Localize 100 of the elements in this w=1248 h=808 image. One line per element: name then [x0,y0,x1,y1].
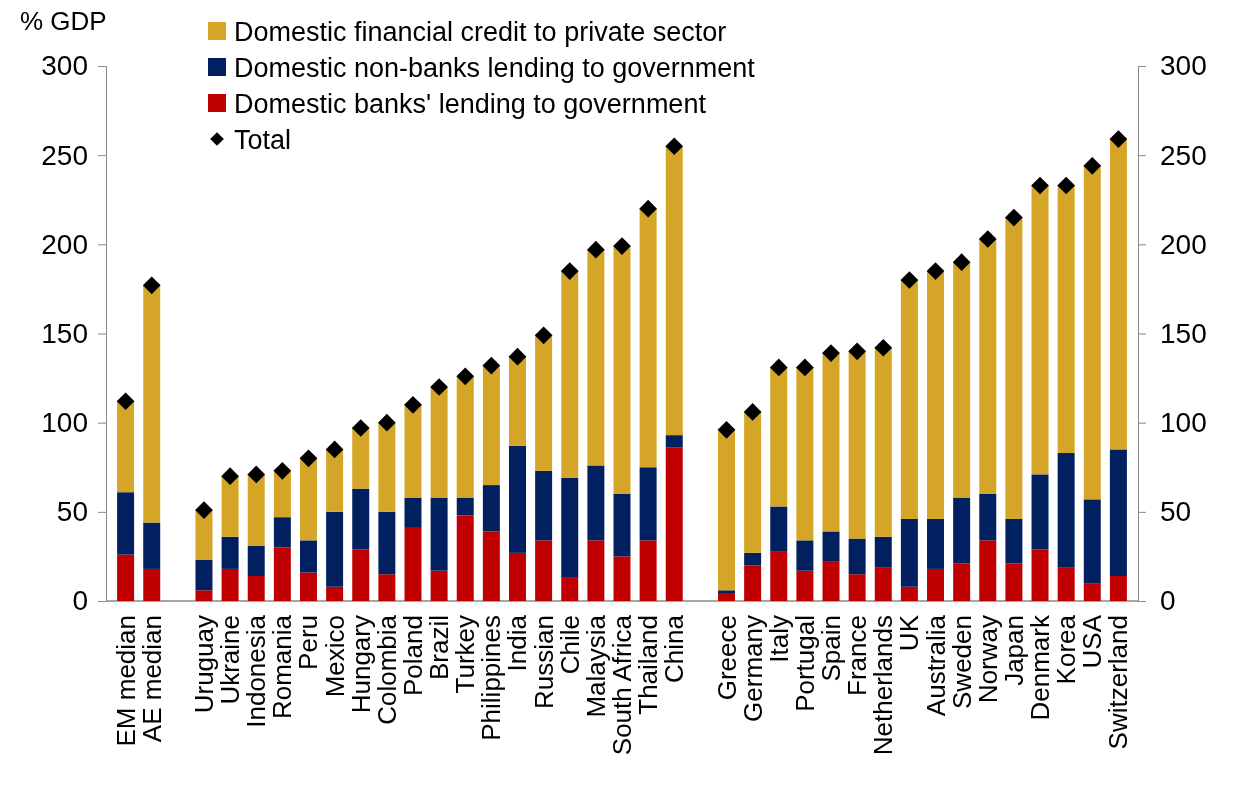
bar [117,401,135,493]
point [404,395,422,414]
bar [900,586,918,601]
bar [927,568,945,601]
bar [1083,499,1101,584]
point [639,199,657,218]
point [900,271,919,289]
point [247,465,266,484]
bar [1031,474,1049,550]
bar [195,559,213,591]
bar [117,554,135,601]
bar [143,285,161,523]
bar [299,572,317,601]
point [769,358,788,377]
legend-label: Domestic non-banks lending to government [234,53,756,83]
bar [874,536,892,568]
x-tick-label: Uruguay [188,615,219,714]
point [534,326,553,345]
bar [744,552,762,566]
bar [1083,165,1101,500]
point [796,358,814,377]
bar [430,387,448,498]
bar [535,540,553,601]
bar [1109,449,1127,577]
bar [744,411,762,553]
bar [848,574,866,601]
bar [587,540,605,601]
y2-tick-label: 100 [1160,407,1207,439]
bar [613,494,631,557]
bar [352,549,370,601]
bar [770,506,788,552]
bar [1109,139,1127,450]
bar [247,474,265,546]
point [1109,130,1128,148]
bar [1005,563,1023,601]
bar [796,367,814,541]
bar [404,404,422,498]
bar [1057,567,1075,601]
bar [822,561,840,601]
point [952,253,971,272]
bar [378,574,396,601]
bar [482,485,500,532]
bar [509,445,526,553]
bar [456,515,474,601]
bar [430,570,448,601]
bar [247,545,265,577]
bar [613,556,631,601]
bar [953,563,971,601]
y2-tick-label: 200 [1160,228,1207,260]
bar [482,531,500,601]
y-tick-label: 50 [56,496,88,528]
bar [299,540,317,573]
bar [456,376,474,498]
bar [299,458,317,541]
point [351,419,370,437]
bar [848,538,866,575]
point [378,413,396,432]
point [560,262,579,280]
point [665,137,684,156]
point [1031,176,1049,195]
bar [796,540,814,571]
point [1083,157,1102,175]
bar [535,335,553,471]
bar [1057,185,1075,453]
bar [587,465,605,541]
bar [352,428,370,489]
bar [1057,452,1075,568]
bar [900,280,918,519]
y2-tick-label: 150 [1160,317,1207,349]
point [116,392,135,411]
bar [796,570,814,601]
bar [221,476,239,537]
y-tick-label: 100 [41,407,88,439]
bar [979,494,997,541]
y2-tick-label: 0 [1160,585,1176,617]
y-tick-label: 0 [72,585,88,617]
bar [639,467,657,541]
bar [665,435,683,448]
bar [1031,549,1049,601]
bar [143,568,161,601]
y2-tick-label: 50 [1160,496,1192,528]
bar [874,567,892,601]
point [325,440,344,459]
point [430,378,448,396]
bar [221,536,239,569]
point [456,367,475,386]
bar [482,365,500,486]
y-tick-label: 200 [41,228,88,260]
bar [927,518,945,569]
bar [273,517,291,548]
bar [900,518,918,587]
bar [326,511,344,587]
bar [404,527,422,601]
bar [979,540,997,601]
point [221,467,239,486]
bar [509,552,526,601]
bar [404,497,422,528]
bar [117,492,135,555]
legend-label: Domestic banks' lending to government [234,89,707,119]
bar [561,477,579,578]
